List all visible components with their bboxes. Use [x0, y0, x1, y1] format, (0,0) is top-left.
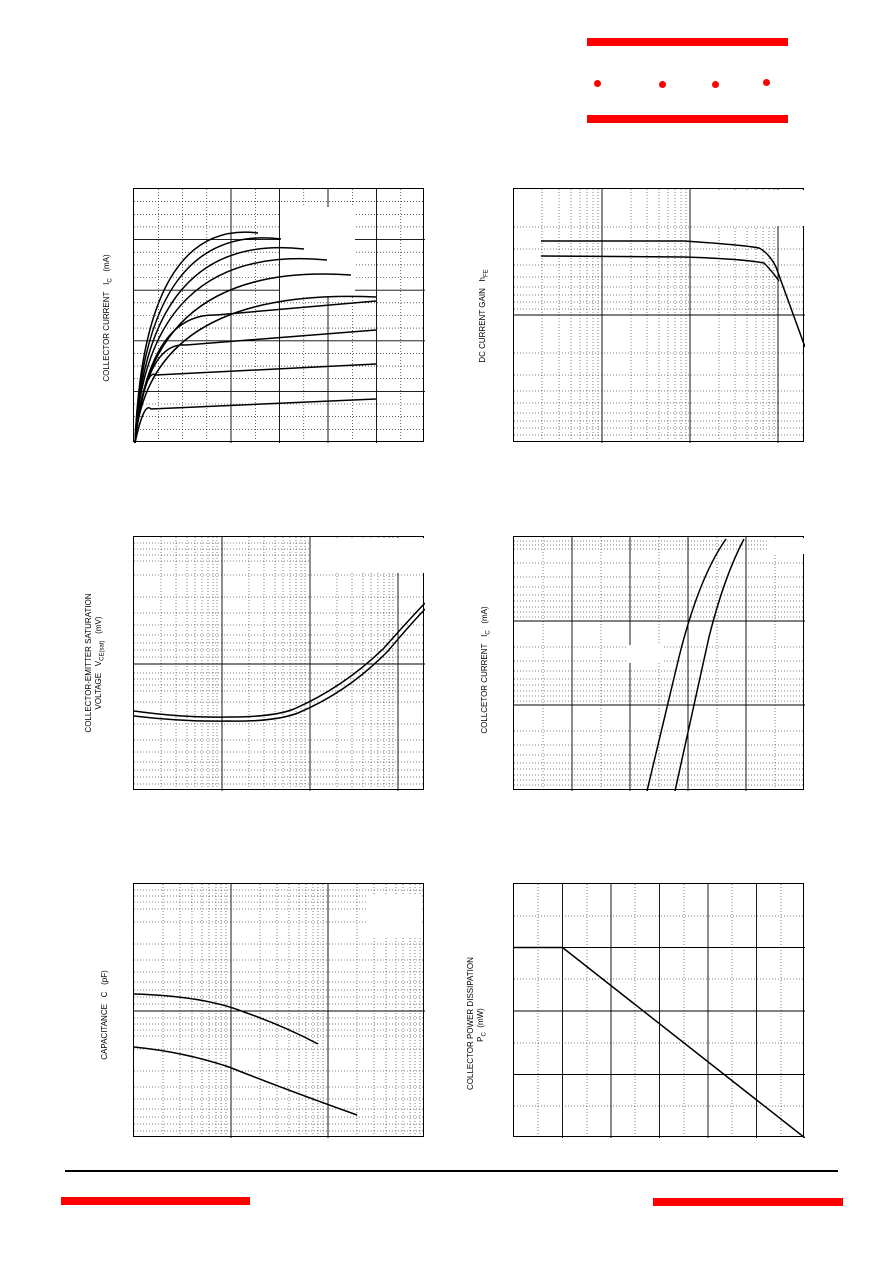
header-dot-2 — [659, 81, 666, 88]
footer-left-red-bar — [61, 1197, 250, 1205]
vce-saturation-chart — [133, 536, 425, 791]
capacitance-chart-ylabel: CAPACITANCE C (pF) — [100, 970, 109, 1060]
output-characteristics-chart — [133, 188, 425, 443]
dc-current-gain-chart — [513, 188, 805, 443]
vce-sat-chart-ylabel: COLLECTOR-EMITTER SATURATION VOLTAGE VCE… — [84, 593, 106, 733]
header-dot-3 — [712, 81, 719, 88]
header-bottom-red-bar — [587, 115, 788, 123]
header-top-red-bar — [587, 38, 788, 46]
transfer-chart-ylabel: COLLCETOR CURRENT IC (mA) — [480, 606, 492, 734]
capacitance-chart — [133, 883, 425, 1138]
footer-right-red-bar — [653, 1198, 843, 1206]
transfer-characteristics-chart — [513, 536, 805, 791]
power-derating-chart-ylabel: COLLECTOR POWER DISSIPATION PC (mW) — [466, 957, 488, 1090]
header-dot-4 — [763, 79, 770, 86]
dc-gain-chart-ylabel: DC CURRENT GAIN hFE — [478, 269, 490, 363]
output-chart-ylabel: COLLECTOR CURRENT IC (mA) — [102, 254, 114, 382]
footer-divider-line — [65, 1170, 838, 1172]
header-dot-1 — [594, 80, 601, 87]
power-derating-chart — [513, 883, 805, 1138]
